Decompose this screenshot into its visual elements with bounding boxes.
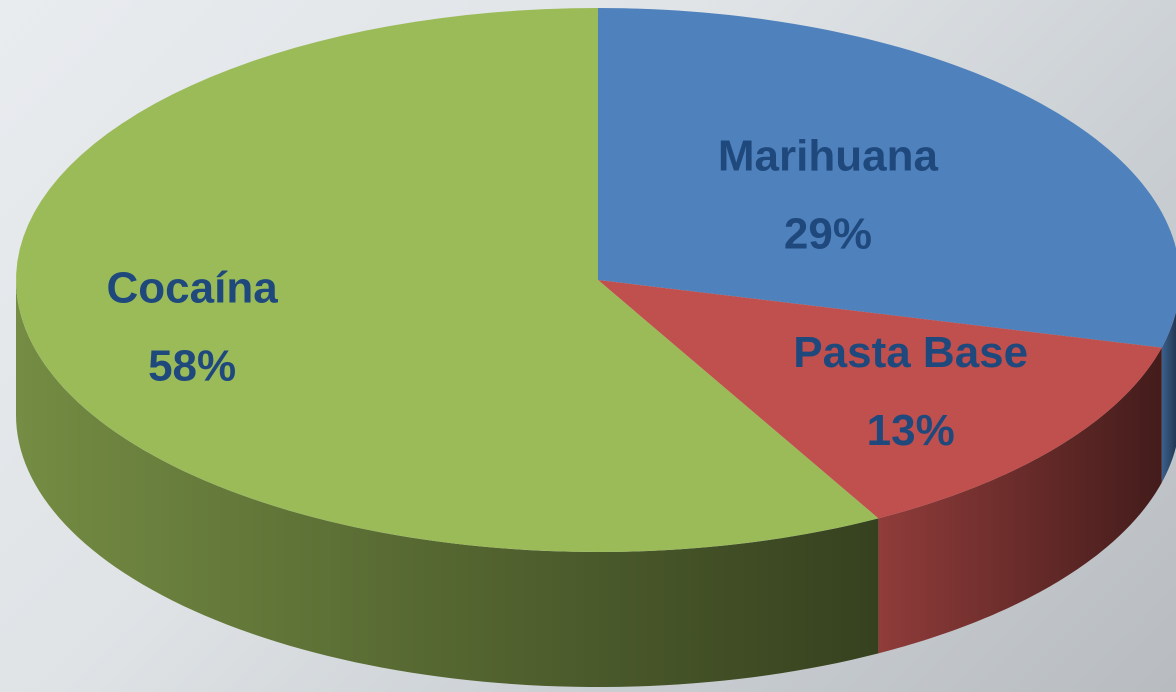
chart: Marihuana 29% Pasta Base 13% Cocaína 58%	[0, 0, 1176, 692]
category-label: Pasta Base	[793, 328, 1028, 377]
category-label: Cocaína	[107, 263, 279, 312]
value-label: 13%	[867, 406, 955, 455]
page: {"chart_data": {"type": "pie", "categori…	[0, 0, 1176, 692]
category-label: Marihuana	[718, 131, 939, 180]
value-label: 29%	[784, 209, 872, 258]
value-label: 58%	[148, 341, 236, 390]
